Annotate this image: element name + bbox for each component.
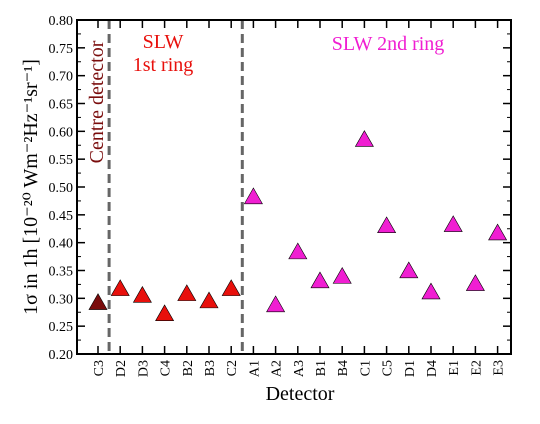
y-tick-label: 0.65 [49, 98, 74, 113]
point-c2 [221, 279, 241, 296]
point-c1 [354, 130, 374, 147]
point-c5 [377, 216, 397, 234]
point-b1 [310, 271, 330, 289]
label-centre-detector: Centre detector [86, 40, 108, 163]
label-1st-ring-line: 1st ring [133, 54, 194, 76]
point-e1 [443, 215, 463, 232]
y-axis-ticks: 0.20 0.25 0.30 0.35 0.40 0.45 0.50 0.55 0.60 0.65… [49, 14, 511, 363]
label-1st-ring-line: SLW [143, 31, 184, 53]
x-tick-label-a1: A1 [247, 360, 262, 377]
y-tick-label: 0.55 [49, 153, 74, 168]
x-tick-label-a2: A2 [270, 360, 285, 377]
x-tick-label-b1: B1 [314, 360, 329, 376]
x-tick-label-c3: C3 [92, 360, 107, 376]
point-d2 [110, 279, 130, 296]
y-tick-label: 0.75 [49, 42, 74, 57]
point-e2 [465, 274, 485, 291]
x-axis-ticks: C3 D2 D3 C4 B2 B3 C2 A1 A2 A3 B1 B4 C1 C5 D1 D4 E1 E2 E3 [92, 20, 507, 377]
y-axis-title: 1σ in 1h [10⁻²⁰ Wm⁻²Hz⁻¹sr⁻¹] [20, 59, 42, 315]
y-tick-label: 0.70 [49, 70, 74, 85]
data-points [88, 130, 508, 321]
point-d3 [132, 285, 152, 303]
x-tick-label-d1: D1 [403, 360, 418, 377]
x-tick-label-c2: C2 [225, 360, 240, 376]
x-axis-title: Detector [266, 383, 335, 405]
label-2nd-ring: SLW 2nd ring [332, 33, 445, 55]
label-1st-ring: SLW 1st ring [133, 31, 194, 76]
point-a2 [266, 295, 286, 313]
point-d4 [421, 282, 441, 300]
x-tick-label-e3: E3 [492, 360, 507, 376]
x-tick-label-c5: C5 [381, 360, 396, 376]
y-tick-label: 0.20 [49, 348, 74, 363]
x-tick-label-d4: D4 [425, 360, 440, 377]
x-tick-label-e2: E2 [469, 360, 484, 376]
x-tick-label-d3: D3 [136, 360, 151, 377]
point-c3 [88, 293, 108, 310]
point-e3 [488, 223, 508, 241]
y-tick-label: 0.80 [49, 14, 74, 29]
y-tick-label: 0.40 [49, 237, 74, 252]
point-b3 [199, 291, 219, 309]
point-a3 [288, 242, 308, 260]
point-d1 [399, 261, 419, 279]
x-tick-label-c1: C1 [358, 360, 373, 376]
x-tick-label-a3: A3 [292, 360, 307, 377]
point-b2 [177, 284, 197, 301]
x-tick-label-c4: C4 [159, 360, 174, 376]
x-tick-label-b4: B4 [336, 360, 351, 376]
point-a1 [243, 187, 263, 205]
y-tick-label: 0.35 [49, 265, 74, 280]
y-tick-label: 0.50 [49, 181, 74, 196]
y-tick-label: 0.30 [49, 292, 74, 307]
x-tick-label-b3: B3 [203, 360, 218, 376]
x-tick-label-b2: B2 [181, 360, 196, 376]
y-tick-label: 0.60 [49, 125, 74, 140]
point-c4 [155, 304, 175, 321]
y-tick-label: 0.25 [49, 320, 74, 335]
region-labels: Centre detector SLW 1st ring SLW 2nd ring [86, 31, 444, 163]
x-tick-label-e1: E1 [447, 360, 462, 376]
y-tick-label: 0.45 [49, 209, 74, 224]
point-b4 [332, 267, 352, 284]
x-tick-label-d2: D2 [114, 360, 129, 377]
